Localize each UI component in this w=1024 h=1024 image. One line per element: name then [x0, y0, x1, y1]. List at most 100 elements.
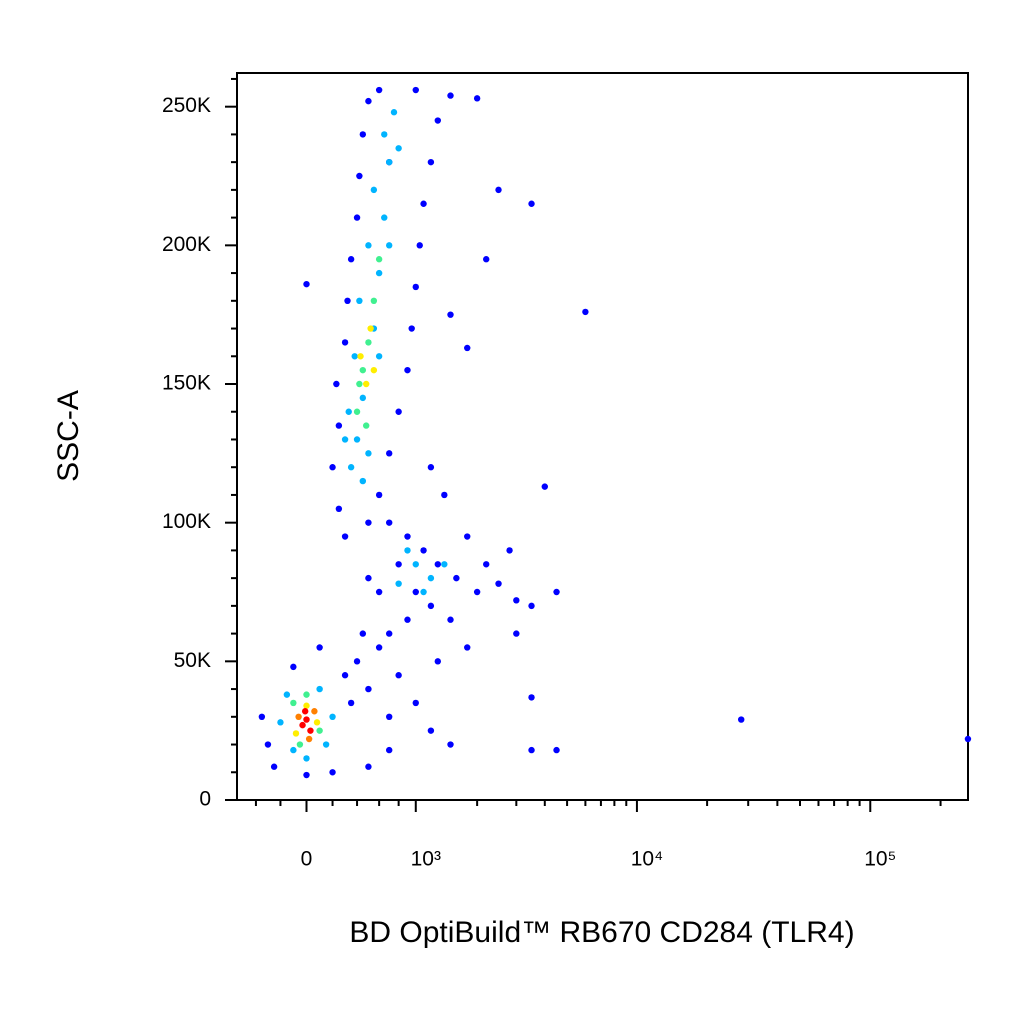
event-dot — [464, 533, 471, 540]
event-dot — [277, 719, 284, 726]
event-dot — [341, 339, 349, 346]
event-dot — [290, 663, 297, 671]
event-dot — [367, 325, 374, 332]
event-dot — [427, 727, 435, 734]
event-dot — [290, 699, 297, 707]
event-dot — [359, 477, 367, 485]
event-dot — [381, 214, 388, 221]
y-tick-label: 200K — [162, 233, 211, 256]
event-dot — [270, 763, 278, 770]
event-dot — [447, 741, 454, 748]
event-dot — [362, 380, 370, 388]
event-dot — [341, 672, 349, 679]
event-dot — [375, 644, 383, 651]
event-dot — [386, 713, 393, 721]
event-dot — [347, 699, 355, 707]
event-dot — [313, 719, 321, 726]
event-dot — [365, 574, 372, 582]
event-dot — [345, 408, 352, 415]
event-dot — [416, 242, 423, 249]
event-dot — [404, 547, 411, 554]
event-dot — [412, 283, 419, 291]
x-tick-label: 10⁵ — [864, 848, 896, 871]
event-dot — [290, 746, 297, 754]
event-dot — [375, 86, 383, 94]
event-dot — [292, 730, 300, 737]
event-dot — [365, 763, 372, 770]
event-dot — [434, 561, 442, 568]
event-dot — [359, 394, 367, 402]
event-dot — [964, 735, 972, 743]
event-dot — [412, 588, 419, 596]
event-dot — [299, 721, 306, 729]
event-dot — [305, 735, 313, 743]
event-dot — [553, 588, 560, 596]
event-dot — [553, 746, 560, 754]
y-axis-label: SSC-A — [52, 390, 85, 482]
event-dot — [582, 308, 589, 316]
event-dot — [495, 186, 502, 194]
x-tick-label: 0 — [301, 848, 313, 871]
event-dot — [483, 256, 490, 263]
event-dot — [375, 491, 383, 499]
event-dot — [404, 366, 411, 374]
event-dot — [427, 574, 435, 582]
event-dot — [375, 353, 383, 360]
event-dot — [395, 672, 402, 679]
event-dot — [365, 685, 372, 693]
event-dot — [420, 547, 427, 554]
event-dot — [359, 366, 367, 374]
event-dot — [307, 727, 314, 734]
event-dot — [303, 755, 310, 762]
event-dot — [357, 353, 364, 360]
event-dot — [506, 547, 513, 554]
event-dot — [316, 685, 323, 693]
y-tick-label: 250K — [162, 94, 211, 117]
event-dot — [283, 691, 291, 698]
event-dot — [301, 708, 309, 715]
event-dot — [353, 658, 361, 665]
event-dot — [335, 505, 343, 513]
event-dot — [441, 561, 448, 568]
event-dot — [303, 771, 310, 779]
event-dot — [464, 644, 471, 651]
event-dot — [365, 519, 372, 526]
event-dot — [365, 242, 372, 249]
event-dot — [353, 408, 361, 415]
event-dot — [441, 491, 448, 499]
x-tick-label: 10⁴ — [631, 848, 663, 871]
event-dot — [427, 158, 435, 166]
event-dot — [295, 713, 302, 721]
event-dot — [329, 713, 336, 721]
event-dot — [427, 464, 435, 471]
event-dot — [362, 422, 370, 429]
event-dot — [420, 588, 427, 596]
y-tick-label: 150K — [162, 372, 211, 395]
event-dot — [447, 92, 454, 99]
event-dot — [356, 172, 363, 180]
event-dot — [420, 200, 427, 207]
event-dot — [427, 602, 435, 610]
event-dot — [464, 344, 471, 352]
event-dot — [528, 694, 535, 701]
event-dot — [347, 256, 355, 263]
event-dot — [386, 158, 393, 166]
event-dot — [412, 86, 419, 94]
event-dot — [395, 408, 402, 415]
plot-frame — [236, 72, 969, 801]
event-dot — [404, 533, 411, 540]
event-dot — [528, 746, 535, 754]
event-dot — [434, 658, 442, 665]
event-dot — [375, 588, 383, 596]
event-dot — [395, 580, 402, 587]
event-dot — [341, 436, 349, 443]
event-dot — [353, 214, 361, 221]
event-dot — [370, 186, 378, 194]
event-dot — [412, 699, 419, 707]
event-dot — [386, 242, 393, 249]
event-dot — [351, 353, 358, 360]
event-dot — [311, 708, 318, 715]
event-dot — [316, 727, 323, 734]
event-dot — [412, 561, 419, 568]
